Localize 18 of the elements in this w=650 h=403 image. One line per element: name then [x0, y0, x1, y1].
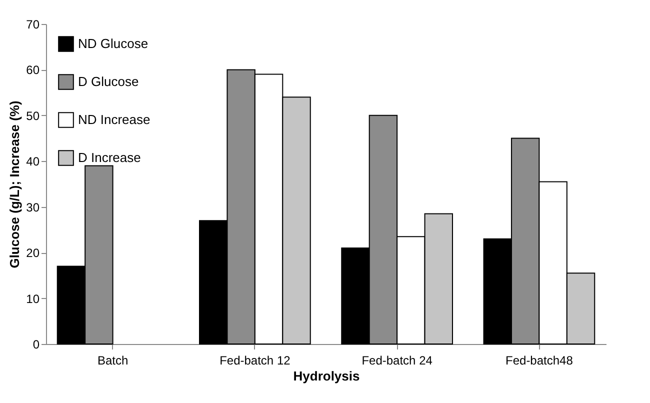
y-tick-label: 50 [26, 108, 40, 123]
y-tick-label: 40 [26, 154, 40, 169]
y-tick-label: 20 [26, 246, 40, 260]
y-axis-title: Glucose (g/L); Increase (%) [7, 100, 22, 268]
x-tick-label: Fed-batch48 [506, 354, 574, 368]
legend-label: ND Glucose [78, 36, 148, 51]
legend-label: D Glucose [78, 74, 139, 89]
x-axis-title: Hydrolysis [293, 368, 360, 384]
y-tick-label: 0 [32, 338, 40, 352]
x-tick-label: Batch [97, 354, 128, 368]
y-tick-label: 70 [26, 18, 40, 32]
y-tick-label: 10 [26, 292, 40, 306]
y-tick-label: 30 [26, 200, 40, 214]
legend-label: ND Increase [78, 112, 150, 127]
y-tick-label: 60 [26, 63, 40, 78]
x-tick-label: Fed-batch 24 [362, 354, 433, 368]
x-tick-label: Fed-batch 12 [220, 354, 291, 368]
legend-label: D Increase [78, 150, 141, 165]
